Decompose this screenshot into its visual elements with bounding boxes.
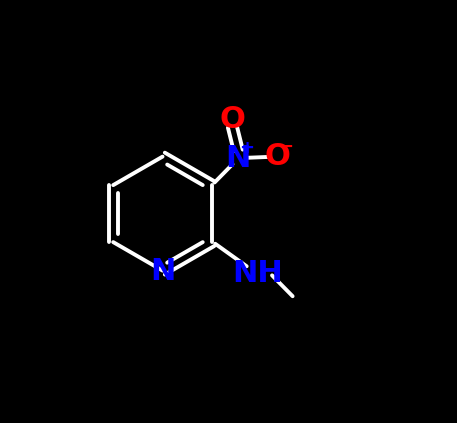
Text: O: O (264, 142, 290, 171)
Text: N: N (225, 144, 251, 173)
Text: NH: NH (232, 259, 283, 288)
Text: −: − (278, 138, 293, 156)
Text: O: O (219, 105, 245, 134)
Text: N: N (150, 257, 175, 286)
Text: +: + (239, 139, 255, 157)
